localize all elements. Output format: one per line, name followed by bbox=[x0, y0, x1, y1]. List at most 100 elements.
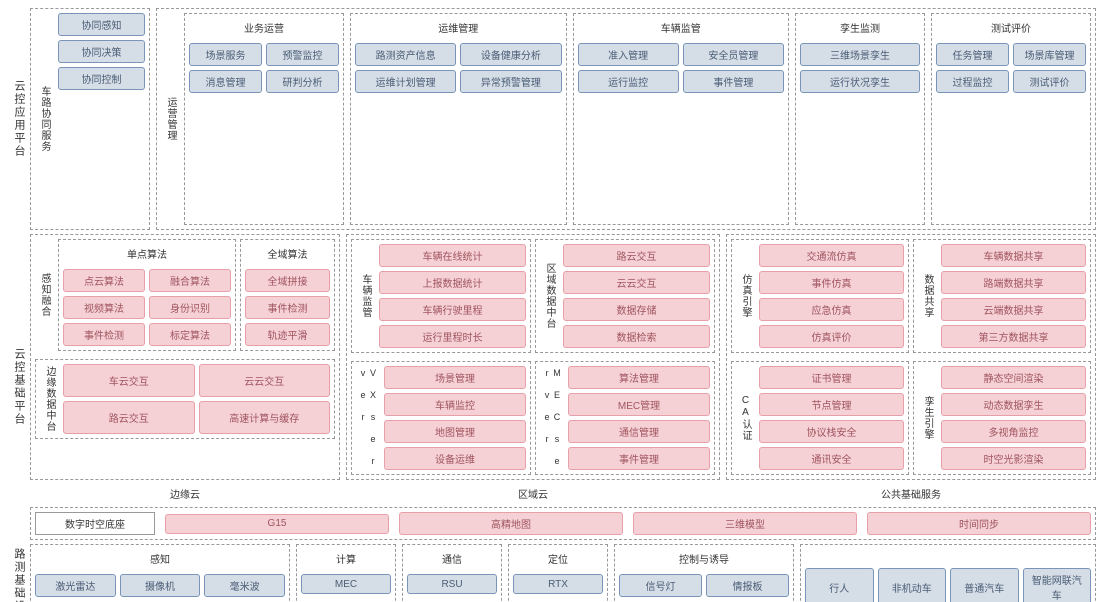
g3-i0: 场景服务 bbox=[189, 43, 262, 66]
row2-label: 云控基础平台 bbox=[8, 234, 30, 540]
g7-i1: 场景库管理 bbox=[1013, 43, 1086, 66]
base-title: 数字时空底座 bbox=[35, 512, 155, 535]
g4-title: 运维管理 bbox=[355, 18, 562, 39]
g2-ops-mgmt: 运营管理 业务运营 场景服务 预警监控 消息管理 研判分析 运维管理 路测资产信… bbox=[156, 8, 1096, 230]
sim-title: 仿真引擎 bbox=[736, 244, 755, 348]
g5-vehicle: 车辆监管 准入管理 安全员管理 运行监控 事件管理 bbox=[573, 13, 790, 225]
vxs-grid: 场景管理 车辆监控 地图管理 设备运维 bbox=[384, 366, 526, 470]
em2: 路云交互 bbox=[63, 401, 195, 434]
sa4: 事件检测 bbox=[63, 323, 145, 346]
regmid-grid: 路云交互 云云交互 数据存储 数据检索 bbox=[563, 244, 710, 348]
base-row: 数字时空底座 G15 高精地图 三维模型 时间同步 bbox=[30, 507, 1096, 540]
tw1: 动态数据孪生 bbox=[941, 393, 1086, 416]
ct0: 信号灯 bbox=[619, 574, 702, 597]
g4-om: 运维管理 路测资产信息 设备健康分析 运维计划管理 异常预警管理 bbox=[350, 13, 567, 225]
mc2: 通信管理 bbox=[568, 420, 710, 443]
row-app-platform: 云控应用平台 车路协同服务 协同感知 协同决策 协同控制 运营管理 业务运营 场… bbox=[8, 8, 1096, 230]
ga2: 轨迹平滑 bbox=[245, 323, 330, 346]
u2: 普通汽车 bbox=[950, 568, 1019, 602]
tw0: 静态空间渲染 bbox=[941, 366, 1086, 389]
g1-items: 协同感知 协同决策 协同控制 bbox=[58, 13, 145, 225]
se1: 摄像机 bbox=[120, 574, 201, 597]
si2: 应急仿真 bbox=[759, 298, 904, 321]
sh3: 第三方数据共享 bbox=[941, 325, 1086, 348]
g1-coop-service: 车路协同服务 协同感知 协同决策 协同控制 bbox=[30, 8, 150, 230]
perception-row: 感知融合 单点算法 点云算法 融合算法 视频算法 身份识别 事件检测 标定算法 bbox=[35, 239, 335, 351]
rm0: 路云交互 bbox=[563, 244, 710, 267]
mec-grid: 算法管理 MEC管理 通信管理 事件管理 bbox=[568, 366, 710, 470]
sa1: 融合算法 bbox=[149, 269, 231, 292]
co0: RSU bbox=[407, 574, 497, 594]
region-box: 车辆监管 车辆在线统计 上报数据统计 车辆行驶里程 运行里程时长 区域数据中台 bbox=[346, 234, 720, 480]
calc: 计算 MEC bbox=[296, 544, 396, 602]
vehmon-grid: 车辆在线统计 上报数据统计 车辆行驶里程 运行里程时长 bbox=[379, 244, 526, 348]
si0: 交通流仿真 bbox=[759, 244, 904, 267]
sim-grid: 交通流仿真 事件仿真 应急仿真 仿真评价 bbox=[759, 244, 904, 348]
si3: 仿真评价 bbox=[759, 325, 904, 348]
sa3: 身份识别 bbox=[149, 296, 231, 319]
g4-i0: 路测资产信息 bbox=[355, 43, 456, 66]
sh0: 车辆数据共享 bbox=[941, 244, 1086, 267]
cl0: MEC bbox=[301, 574, 391, 594]
vxs: V X s e r v e r 场景管理 车辆监控 地图管理 设备运维 bbox=[351, 361, 531, 475]
u3: 智能网联汽车 bbox=[1023, 568, 1092, 602]
item-coop-decide: 协同决策 bbox=[58, 40, 145, 63]
g7-i3: 测试评价 bbox=[1013, 70, 1086, 93]
g5-i1: 安全员管理 bbox=[683, 43, 784, 66]
calc-title: 计算 bbox=[301, 549, 391, 570]
ca2: 协议栈安全 bbox=[759, 420, 904, 443]
single-title: 单点算法 bbox=[63, 244, 231, 265]
share: 数据共享 车辆数据共享 路端数据共享 云端数据共享 第三方数据共享 bbox=[913, 239, 1091, 353]
vehmon-title: 车辆监管 bbox=[356, 244, 375, 348]
b2: 三维模型 bbox=[633, 512, 857, 535]
row2-content: 感知融合 单点算法 点云算法 融合算法 视频算法 身份识别 事件检测 标定算法 bbox=[30, 234, 1096, 540]
twin-grid: 静态空间渲染 动态数据孪生 多视角监控 时空光影渲染 bbox=[941, 366, 1086, 470]
g6-title: 孪生监测 bbox=[800, 18, 920, 39]
region-top: 车辆监管 车辆在线统计 上报数据统计 车辆行驶里程 运行里程时长 区域数据中台 bbox=[351, 239, 715, 353]
row3-content: 感知 激光雷达 摄像机 毫米波 计算 MEC 通信 RSU 定位 RTX 控制与… bbox=[30, 544, 1096, 602]
g7-test: 测试评价 任务管理 场景库管理 过程监控 测试评价 bbox=[931, 13, 1091, 225]
lo0: RTX bbox=[513, 574, 603, 594]
users: 行人 非机动车 普通汽车 智能网联汽车 bbox=[800, 544, 1096, 602]
g5-i2: 运行监控 bbox=[578, 70, 679, 93]
edgemid-title: 边缘数据中台 bbox=[40, 364, 59, 434]
ca1: 节点管理 bbox=[759, 393, 904, 416]
g6-i1: 运行状况孪生 bbox=[800, 70, 920, 93]
g4-i2: 运维计划管理 bbox=[355, 70, 456, 93]
g6-i0: 三维场景孪生 bbox=[800, 43, 920, 66]
g2-title: 运营管理 bbox=[161, 13, 180, 225]
g3-i3: 研判分析 bbox=[266, 70, 339, 93]
g4-grid: 路测资产信息 设备健康分析 运维计划管理 异常预警管理 bbox=[355, 43, 562, 93]
region-label: 区域云 bbox=[346, 484, 720, 503]
edgemid: 边缘数据中台 车云交互 云云交互 路云交互 高速计算与缓存 bbox=[35, 359, 335, 439]
row-roadside: 路测基础设施 感知 激光雷达 摄像机 毫米波 计算 MEC 通信 RSU 定位 … bbox=[8, 544, 1096, 602]
vx1: 车辆监控 bbox=[384, 393, 526, 416]
em3: 高速计算与缓存 bbox=[199, 401, 331, 434]
tw2: 多视角监控 bbox=[941, 420, 1086, 443]
vx3: 设备运维 bbox=[384, 447, 526, 470]
twin-title: 孪生引擎 bbox=[918, 366, 937, 470]
g7-i2: 过程监控 bbox=[936, 70, 1009, 93]
rm2: 数据存储 bbox=[563, 298, 710, 321]
loc: 定位 RTX bbox=[508, 544, 608, 602]
mc1: MEC管理 bbox=[568, 393, 710, 416]
g3-i2: 消息管理 bbox=[189, 70, 262, 93]
region-wrap: 车辆监管 车辆在线统计 上报数据统计 车辆行驶里程 运行里程时长 区域数据中台 bbox=[346, 234, 720, 503]
u0: 行人 bbox=[805, 568, 874, 602]
mc3: 事件管理 bbox=[568, 447, 710, 470]
row1-content: 车路协同服务 协同感知 协同决策 协同控制 运营管理 业务运营 场景服务 预警监… bbox=[30, 8, 1096, 230]
public-box: 仿真引擎 交通流仿真 事件仿真 应急仿真 仿真评价 数据共享 车辆数据 bbox=[726, 234, 1096, 480]
sa0: 点云算法 bbox=[63, 269, 145, 292]
u1: 非机动车 bbox=[878, 568, 947, 602]
g1-title: 车路协同服务 bbox=[35, 13, 54, 225]
vm2: 车辆行驶里程 bbox=[379, 298, 526, 321]
g5-i3: 事件管理 bbox=[683, 70, 784, 93]
edge-label: 边缘云 bbox=[30, 484, 340, 503]
b1: 高精地图 bbox=[399, 512, 623, 535]
g7-i0: 任务管理 bbox=[936, 43, 1009, 66]
vm1: 上报数据统计 bbox=[379, 271, 526, 294]
vm3: 运行里程时长 bbox=[379, 325, 526, 348]
vx2: 地图管理 bbox=[384, 420, 526, 443]
rm1: 云云交互 bbox=[563, 271, 710, 294]
single-algo: 单点算法 点云算法 融合算法 视频算法 身份识别 事件检测 标定算法 bbox=[58, 239, 236, 351]
